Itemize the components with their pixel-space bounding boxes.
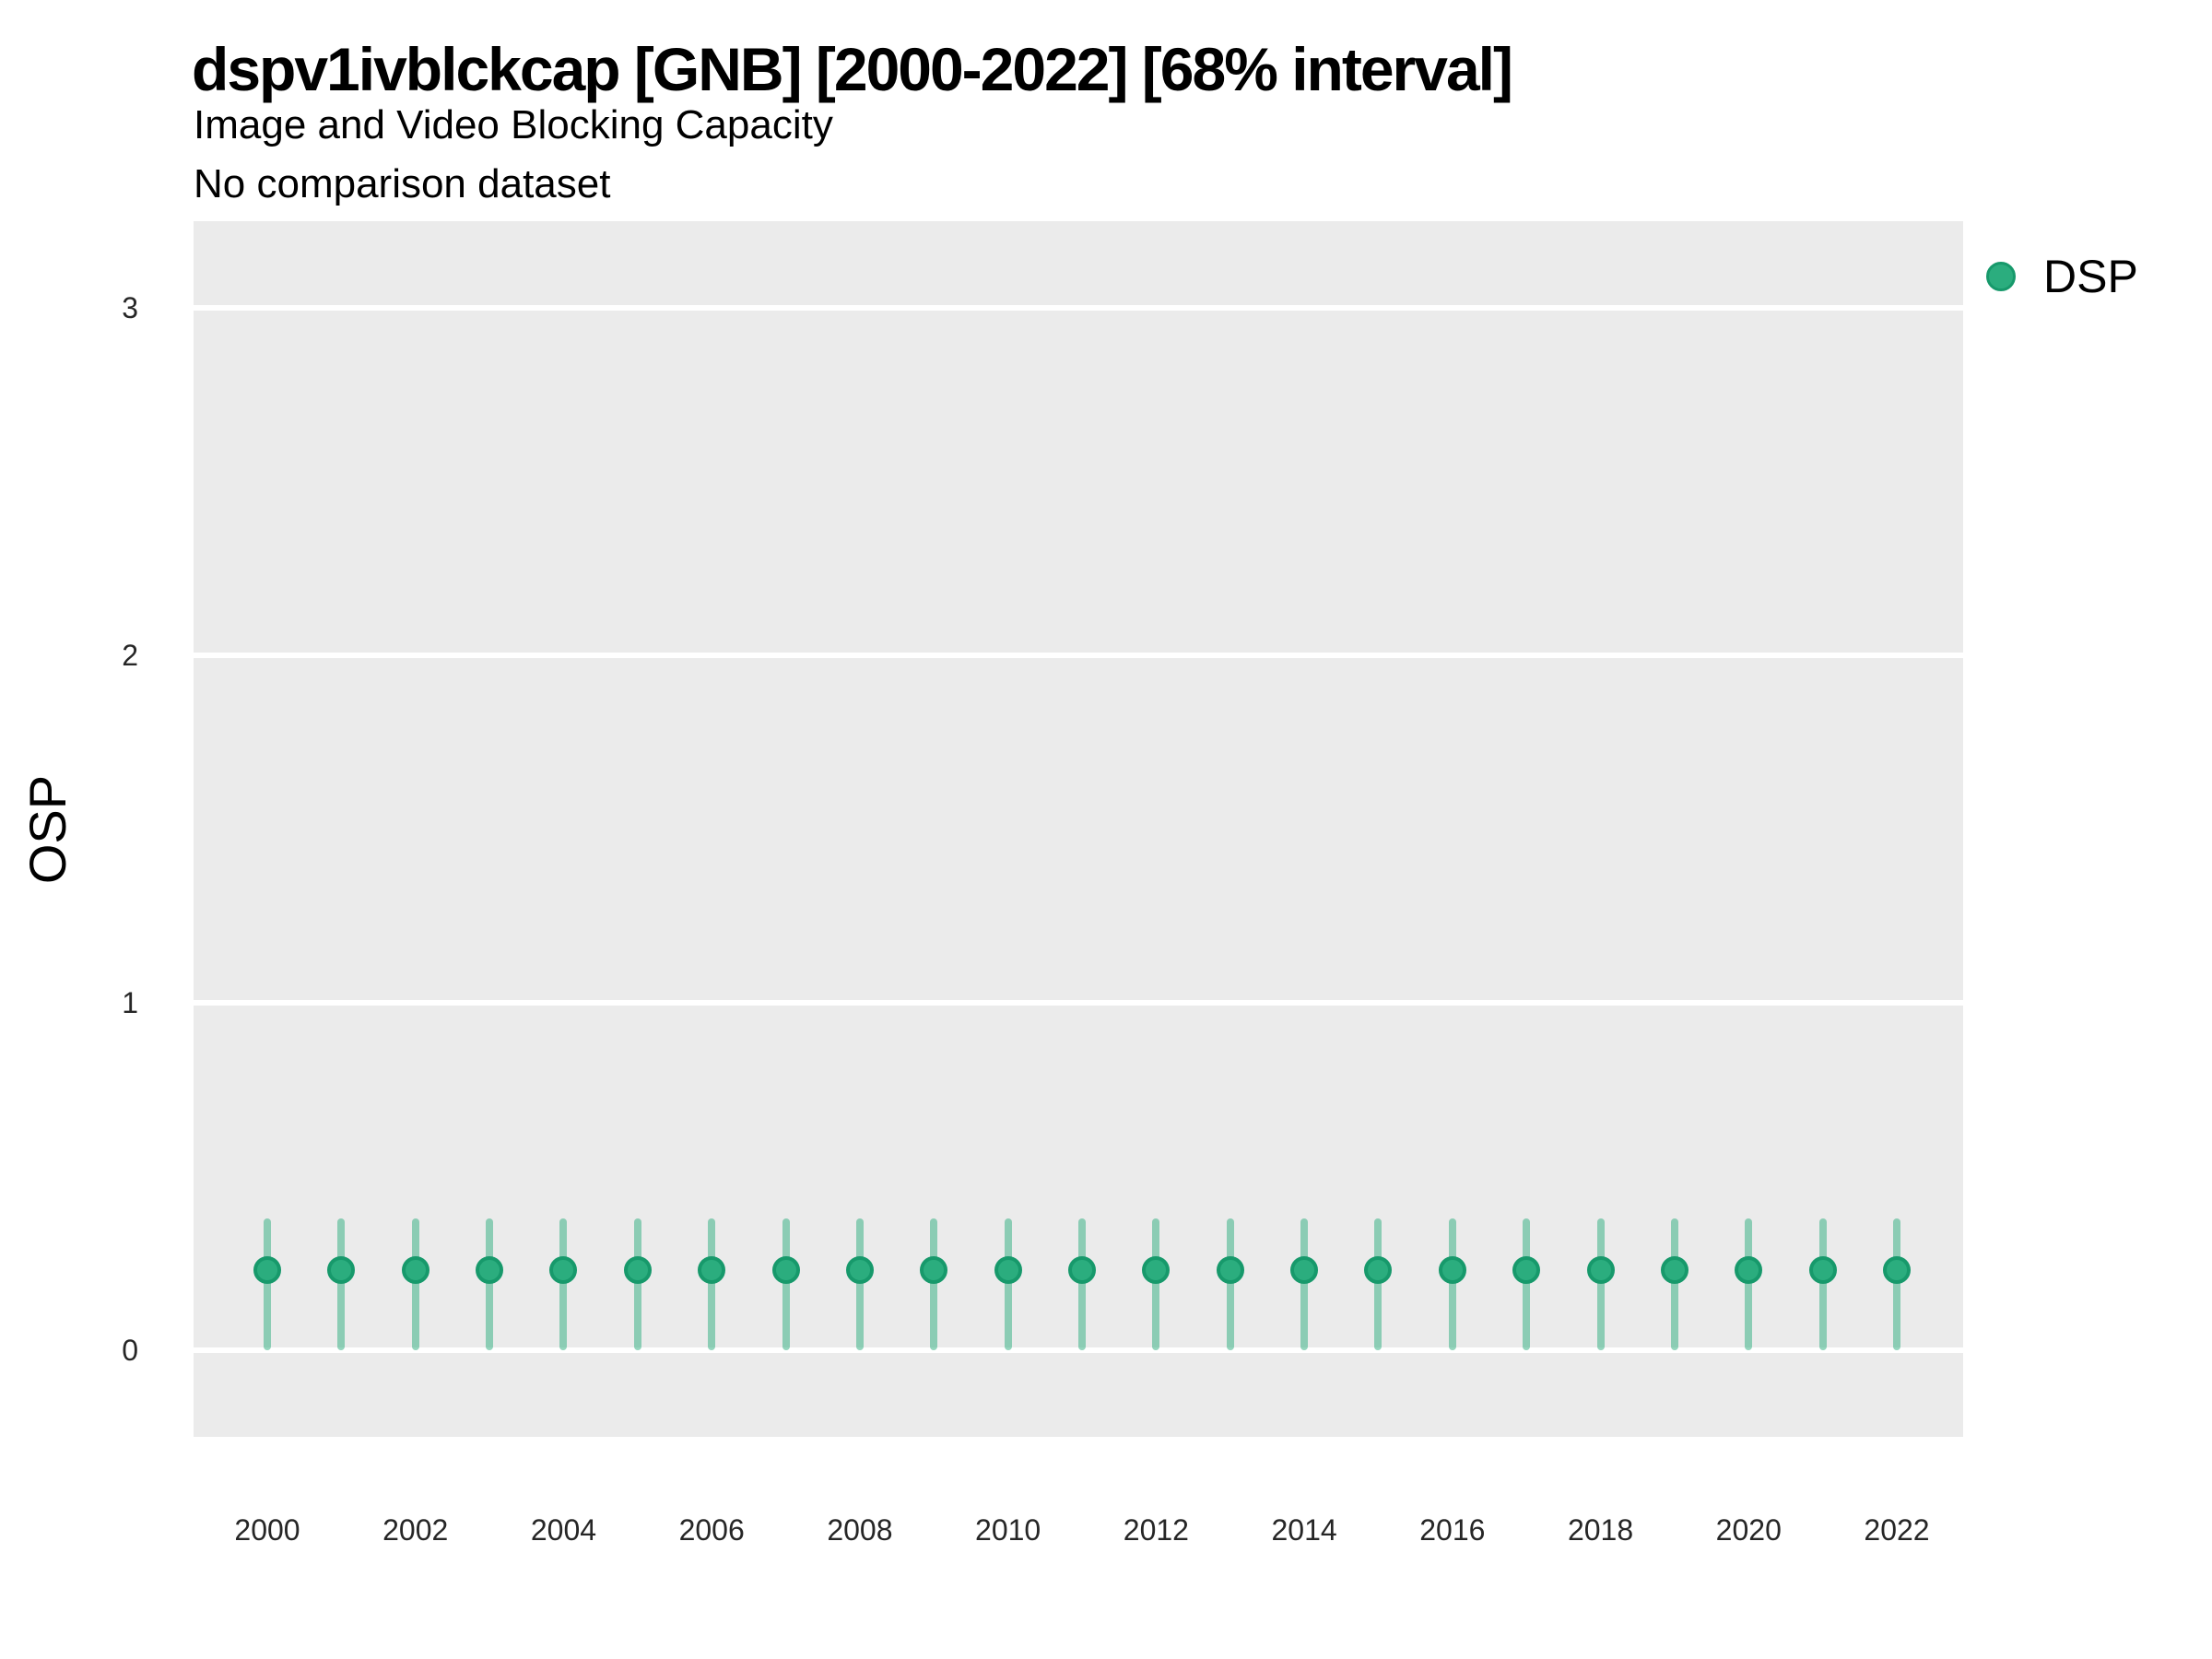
interval-bar-2007 xyxy=(782,1218,790,1350)
interval-bar-2016 xyxy=(1448,1218,1456,1350)
interval-bar-2011 xyxy=(1078,1218,1086,1350)
interval-bar-2020 xyxy=(1745,1218,1753,1350)
interval-bar-2013 xyxy=(1226,1218,1234,1350)
interval-bar-2000 xyxy=(264,1218,271,1350)
data-point-2022 xyxy=(1883,1256,1911,1285)
data-point-2006 xyxy=(698,1256,726,1285)
interval-bar-2009 xyxy=(930,1218,938,1350)
comparison-note: No comparison dataset xyxy=(194,161,611,206)
data-point-2010 xyxy=(994,1256,1022,1285)
legend: DSP xyxy=(1986,244,2212,309)
data-point-2007 xyxy=(771,1256,800,1285)
data-point-2000 xyxy=(253,1256,281,1285)
interval-bar-2022 xyxy=(1893,1218,1900,1350)
interval-bar-2006 xyxy=(708,1218,716,1350)
data-point-2021 xyxy=(1808,1256,1837,1285)
interval-bar-2018 xyxy=(1596,1218,1605,1350)
data-point-2019 xyxy=(1660,1256,1688,1285)
legend-dsp-label: DSP xyxy=(2043,251,2138,302)
data-point-2009 xyxy=(920,1256,948,1285)
interval-bar-2010 xyxy=(1004,1218,1012,1350)
interval-bar-2008 xyxy=(855,1218,864,1350)
data-point-2015 xyxy=(1364,1256,1393,1285)
y-gridline-1 xyxy=(194,999,1963,1006)
interval-bar-2003 xyxy=(486,1218,494,1350)
data-point-2018 xyxy=(1586,1256,1615,1285)
data-point-2016 xyxy=(1438,1256,1466,1285)
data-point-2005 xyxy=(623,1256,652,1285)
data-point-2001 xyxy=(327,1256,356,1285)
interval-bar-2015 xyxy=(1374,1218,1382,1350)
data-point-2002 xyxy=(401,1256,429,1285)
y-gridline-0 xyxy=(194,1347,1963,1353)
interval-bar-2005 xyxy=(633,1218,641,1350)
interval-bar-2017 xyxy=(1523,1218,1531,1350)
chart-title: dspv1ivblckcap [GNB] [2000-2022] [68% in… xyxy=(192,35,1513,103)
data-point-2003 xyxy=(476,1256,504,1285)
data-point-2011 xyxy=(1068,1256,1096,1285)
data-point-2020 xyxy=(1735,1256,1763,1285)
data-point-2017 xyxy=(1512,1256,1541,1285)
chart-subtitle: Image and Video Blocking Capacity xyxy=(194,102,833,147)
interval-bar-2012 xyxy=(1152,1218,1160,1350)
data-point-2008 xyxy=(845,1256,874,1285)
data-point-2013 xyxy=(1216,1256,1244,1285)
interval-bar-2014 xyxy=(1300,1218,1309,1350)
data-point-2012 xyxy=(1142,1256,1171,1285)
interval-bar-2002 xyxy=(411,1218,419,1350)
interval-bar-2001 xyxy=(337,1218,346,1350)
y-gridline-2 xyxy=(194,653,1963,659)
legend-dsp-point-icon xyxy=(1986,262,2016,291)
interval-bar-2004 xyxy=(559,1218,568,1350)
interval-bar-2019 xyxy=(1670,1218,1678,1350)
y-gridline-3 xyxy=(194,305,1963,312)
data-point-2014 xyxy=(1290,1256,1319,1285)
interval-bar-2021 xyxy=(1818,1218,1827,1350)
data-point-2004 xyxy=(549,1256,578,1285)
